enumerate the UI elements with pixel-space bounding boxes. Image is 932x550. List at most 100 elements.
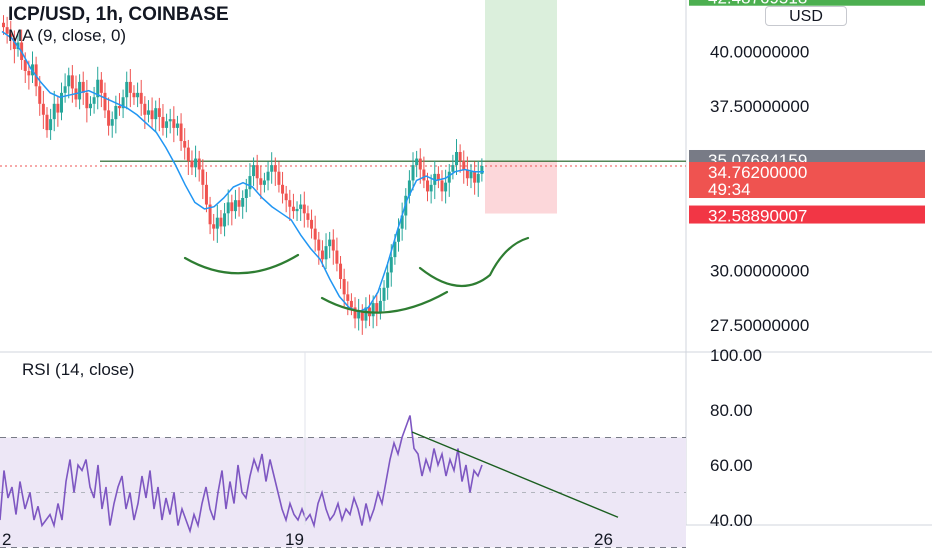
candle-body (259, 178, 263, 185)
currency-button[interactable]: USD (765, 6, 847, 26)
candle-body (400, 215, 404, 229)
rsi-tick-label: 100.00 (710, 346, 762, 365)
candle-body (302, 204, 306, 214)
candle-body (389, 257, 393, 273)
price-axis[interactable]: 27.5000000030.0000000032.5000000035.0000… (689, 0, 925, 530)
candle-body (157, 108, 161, 117)
candle-body (45, 114, 49, 131)
symbol-title[interactable]: ICP/USD, 1h, COINBASE (8, 4, 229, 25)
candle-body (299, 204, 303, 209)
candle-body (96, 79, 100, 98)
candle-body (110, 119, 114, 126)
candle-body (360, 311, 364, 321)
time-axis[interactable]: 2 19 26 (2, 530, 613, 549)
candle-body (63, 86, 67, 93)
stop-zone (485, 161, 557, 214)
candle-body (121, 97, 125, 109)
candle-body (215, 217, 219, 229)
candle-body (252, 165, 256, 177)
rsi-indicator-label[interactable]: RSI (14, close) (22, 360, 135, 379)
candle-body (237, 200, 241, 207)
price-tick-label: 37.50000000 (710, 97, 809, 116)
candle-body (78, 81, 82, 100)
rsi-trendline (411, 431, 619, 518)
candle-body (426, 180, 430, 192)
candle-body (56, 103, 60, 113)
candle-body (226, 202, 230, 214)
candle-body (447, 171, 451, 183)
candle-body (440, 180, 444, 192)
candle-body (179, 123, 183, 142)
candle-body (107, 110, 111, 126)
candle-body (38, 86, 42, 104)
candle-body (407, 180, 411, 196)
candle-body (219, 217, 223, 227)
candle-body (339, 263, 343, 280)
candle-body (12, 38, 16, 50)
candle-body (5, 27, 9, 34)
candle-body (313, 228, 317, 240)
candle-body (324, 246, 328, 260)
current-badge (689, 162, 925, 199)
candle-body (23, 60, 27, 71)
candle-body (212, 224, 216, 229)
candle-body (273, 165, 277, 172)
candle-body (328, 239, 332, 247)
candle-body (349, 300, 353, 308)
candle-body (255, 165, 259, 179)
candle-body (458, 151, 462, 161)
candle-body (88, 103, 92, 109)
candle-body (397, 228, 401, 242)
candle-body (9, 33, 13, 39)
candle-body (2, 22, 5, 28)
candle-body (70, 75, 74, 89)
candle-body (415, 158, 419, 166)
candle-body (429, 184, 433, 192)
candle-body (201, 169, 205, 185)
candle-body (310, 219, 314, 229)
rsi-tick-label: 80.00 (710, 401, 753, 420)
candle-body (59, 92, 63, 113)
candle-body (27, 70, 31, 76)
ma-indicator-label[interactable]: MA (9, close, 0) (8, 26, 127, 45)
candle-body (125, 81, 129, 98)
candle-body (154, 108, 158, 120)
candle-body (281, 184, 285, 194)
rsi-pane (0, 352, 686, 548)
rsi-line (0, 415, 483, 534)
pattern-curve (418, 236, 530, 287)
candle-body (41, 103, 45, 115)
candle-body (382, 287, 386, 301)
candle-body (85, 92, 89, 109)
candle-body (371, 303, 375, 317)
candle-body (353, 307, 357, 319)
price-pane (0, 0, 932, 526)
candle-body (146, 110, 150, 115)
candle-body (248, 176, 252, 190)
candle-body (306, 213, 310, 220)
current-label: 34.76200000 (708, 163, 807, 182)
candle-body (469, 171, 473, 179)
candle-body (92, 97, 96, 104)
candle-body (346, 294, 350, 301)
candle-body (233, 200, 237, 212)
candle-body (288, 200, 292, 207)
candle-body (375, 303, 379, 312)
time-tick-label: 26 (594, 530, 613, 549)
candle-body (190, 160, 194, 168)
candle-body (172, 119, 176, 128)
candle-body (378, 300, 382, 312)
candle-body (411, 165, 415, 181)
candle-body (262, 180, 266, 185)
candle-body (150, 110, 154, 120)
candle-body (277, 171, 281, 185)
candle-body (128, 81, 132, 93)
candle-body (317, 239, 321, 251)
candle-body (342, 279, 346, 295)
candle-body (103, 92, 107, 111)
candle-body (320, 250, 324, 260)
candle-body (465, 169, 469, 179)
candle-body (476, 173, 480, 183)
candle-body (284, 193, 288, 201)
